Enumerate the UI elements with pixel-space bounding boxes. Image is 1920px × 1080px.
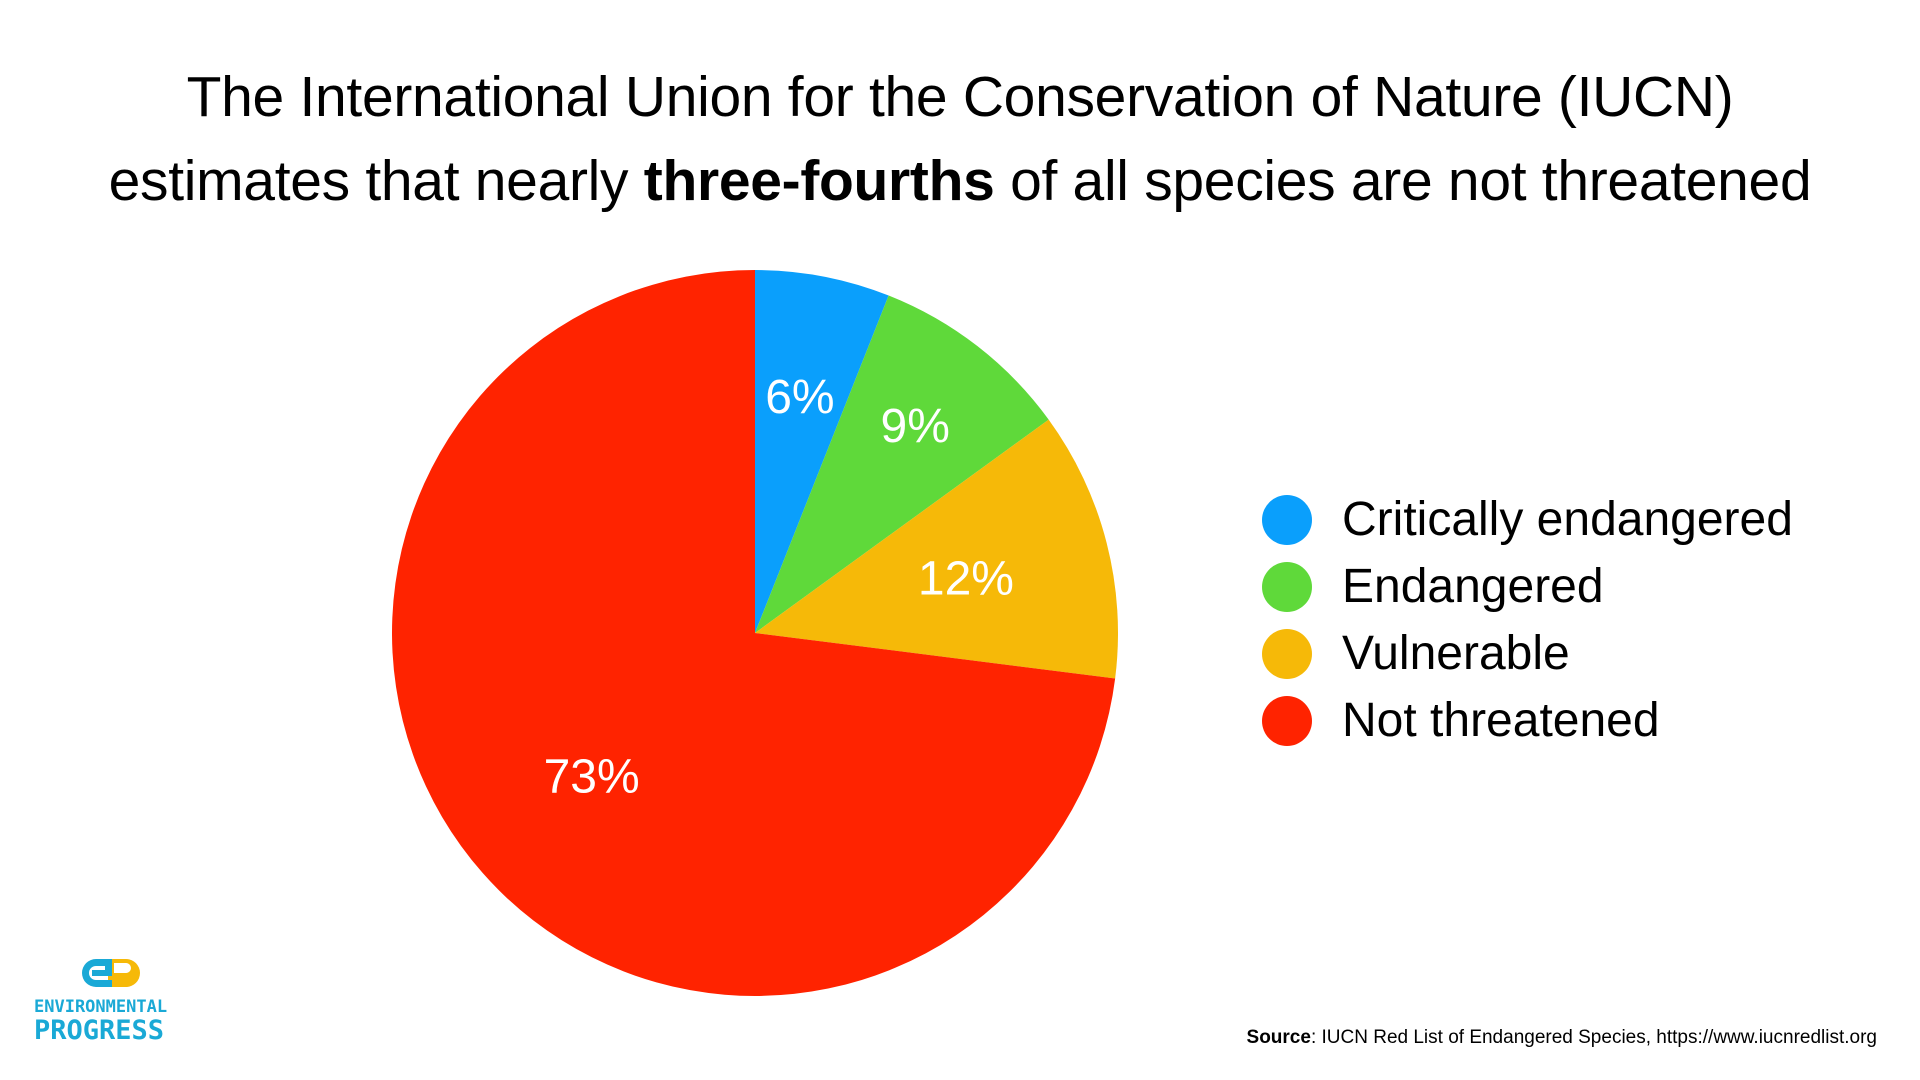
legend-item-endangered: Endangered bbox=[1262, 553, 1793, 620]
ep-monogram-icon bbox=[82, 959, 140, 987]
title-line-2-end: of all species are not threatened bbox=[994, 149, 1812, 213]
environmental-progress-logo: ENVIRONMENTAL PROGRESS bbox=[34, 955, 184, 1045]
pie-label-not-threatened: 73% bbox=[544, 751, 640, 804]
legend-label-not-threatened: Not threatened bbox=[1342, 694, 1660, 747]
pie-slice-critically-endangered bbox=[755, 270, 889, 633]
title-emphasis: three-fourths bbox=[643, 149, 995, 213]
legend-swatch-vulnerable bbox=[1262, 628, 1312, 679]
chart-title: The International Union for the Conserva… bbox=[0, 55, 1920, 223]
pie-label-endangered: 9% bbox=[881, 400, 950, 453]
legend-swatch-endangered bbox=[1262, 561, 1312, 612]
pie-slices bbox=[392, 270, 1118, 996]
legend-item-vulnerable: Vulnerable bbox=[1262, 620, 1793, 687]
logo-text-environmental: ENVIRONMENTAL bbox=[34, 997, 168, 1017]
pie-slice-endangered bbox=[755, 295, 1049, 633]
title-line-2: estimates that nearly three-fourths of a… bbox=[0, 139, 1920, 223]
pie-labels: 6% 9% 12% 73% bbox=[544, 371, 1014, 803]
title-line-1: The International Union for the Conserva… bbox=[186, 65, 1734, 129]
pie-label-vulnerable: 12% bbox=[918, 552, 1014, 605]
legend-item-critically-endangered: Critically endangered bbox=[1262, 486, 1793, 553]
pie-slice-not-threatened bbox=[392, 270, 1116, 996]
title-line-2-start: estimates that nearly bbox=[108, 149, 644, 213]
legend-swatch-not-threatened bbox=[1262, 695, 1312, 746]
logo-text-progress: PROGRESS bbox=[34, 1015, 165, 1046]
source-note: Source: IUCN Red List of Endangered Spec… bbox=[1247, 1027, 1877, 1049]
source-label: Source bbox=[1246, 1027, 1311, 1048]
source-text: : IUCN Red List of Endangered Species, h… bbox=[1310, 1027, 1877, 1048]
legend-item-not-threatened: Not threatened bbox=[1262, 687, 1793, 754]
legend-label-vulnerable: Vulnerable bbox=[1342, 627, 1570, 680]
legend-label-endangered: Endangered bbox=[1342, 560, 1604, 613]
pie-slice-vulnerable bbox=[755, 419, 1118, 679]
pie-label-critically-endangered: 6% bbox=[765, 371, 834, 424]
legend-label-critically-endangered: Critically endangered bbox=[1342, 493, 1793, 546]
legend: Critically endangered Endangered Vulnera… bbox=[1262, 486, 1793, 754]
legend-swatch-critically-endangered bbox=[1262, 494, 1312, 545]
